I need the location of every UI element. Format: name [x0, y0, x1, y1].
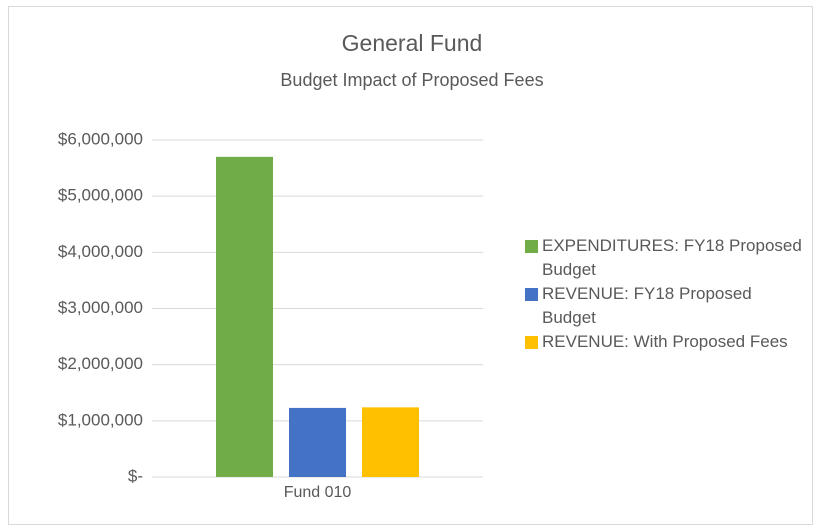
- legend-swatch: [525, 336, 538, 349]
- legend-label: REVENUE: FY18 Proposed Budget: [542, 284, 752, 327]
- legend-label: REVENUE: With Proposed Fees: [542, 332, 788, 351]
- bar: [362, 407, 419, 477]
- legend-label: EXPENDITURES: FY18 Proposed Budget: [542, 236, 802, 279]
- legend-item: EXPENDITURES: FY18 Proposed Budget: [525, 234, 805, 282]
- y-tick-label: $-: [128, 466, 143, 485]
- legend-item: REVENUE: FY18 Proposed Budget: [525, 282, 805, 330]
- x-tick-label: Fund 010: [284, 484, 352, 501]
- y-tick-label: $5,000,000: [58, 186, 143, 205]
- bar: [216, 156, 273, 477]
- chart-subtitle: Budget Impact of Proposed Fees: [280, 70, 543, 90]
- legend-swatch: [525, 288, 538, 301]
- y-tick-label: $3,000,000: [58, 298, 143, 317]
- bar: [289, 407, 346, 477]
- y-tick-label: $2,000,000: [58, 354, 143, 373]
- legend-swatch: [525, 240, 538, 253]
- y-tick-label: $6,000,000: [58, 129, 143, 148]
- legend-item: REVENUE: With Proposed Fees: [525, 330, 805, 354]
- legend: EXPENDITURES: FY18 Proposed Budget REVENU…: [525, 234, 805, 354]
- chart-title: General Fund: [342, 30, 483, 56]
- y-tick-label: $1,000,000: [58, 410, 143, 429]
- y-tick-label: $4,000,000: [58, 242, 143, 261]
